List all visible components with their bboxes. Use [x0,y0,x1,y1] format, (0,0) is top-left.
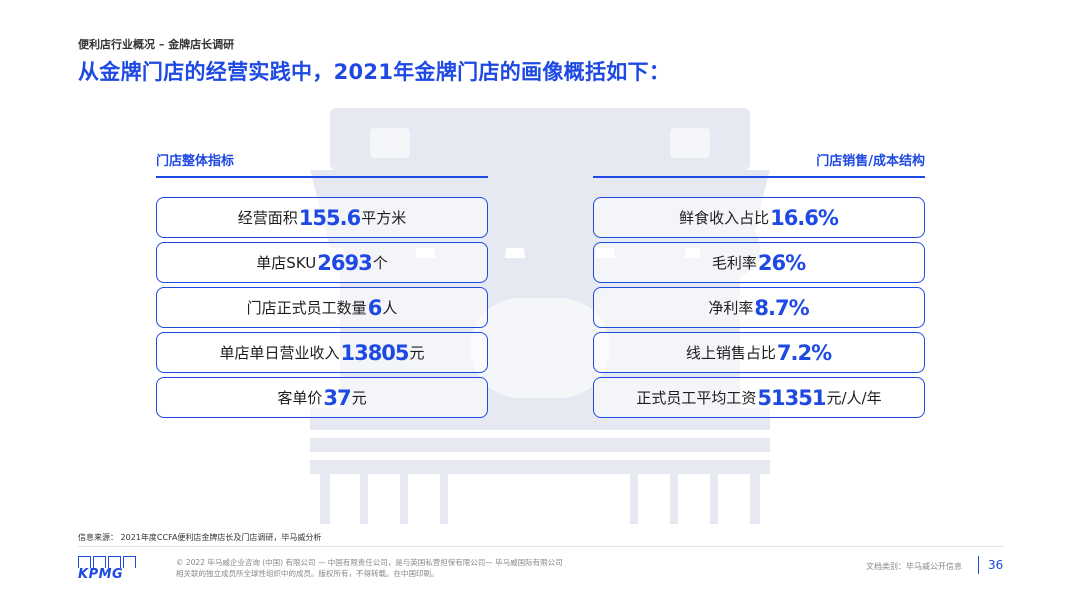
footer-divider [78,546,1004,547]
metric-value: 6 [367,295,383,320]
metric-staff-count: 门店正式员工数量 6 人 [156,287,488,328]
metric-label: 毛利率 [711,254,757,272]
metric-unit: 个 [372,254,388,272]
metric-value: 16.6% [770,205,839,230]
metric-avg-ticket: 客单价 37 元 [156,377,488,418]
metric-daily-revenue: 单店单日营业收入 13805 元 [156,332,488,373]
metric-value: 8.7% [754,295,809,320]
metric-label: 鲜食收入占比 [679,209,770,227]
page-number-divider [978,556,979,574]
metric-fresh-food-share: 鲜食收入占比 16.6% [593,197,925,238]
panel-divider [593,176,925,178]
page-title: 从金牌门店的经营实践中，2021年金牌门店的画像概括如下： [78,60,671,84]
metric-avg-salary: 正式员工平均工资 51351 元/人/年 [593,377,925,418]
metric-store-sku: 单店SKU 2693 个 [156,242,488,283]
metric-unit: 元 [409,344,425,362]
legal-line: © 2022 毕马威企业咨询 (中国) 有限公司 — 中国有限责任公司，是与英国… [176,558,563,567]
metric-value: 7.2% [776,340,832,365]
metric-value: 37 [323,385,351,410]
overall-metrics-panel: 门店整体指标 经营面积 155.6 平方米 单店SKU 2693 个 门店正式员… [156,150,488,422]
page-number: 36 [988,558,1004,572]
metric-unit: 平方米 [361,209,407,227]
metric-label: 客单价 [277,389,323,407]
metric-unit: 元/人/年 [826,389,882,407]
kpmg-logo: KPMG [78,556,138,582]
logo-boxes-icon [78,556,138,568]
legal-line: 相关联的独立成员所全球性组织中的成员。版权所有，不得转载。在中国印刷。 [176,569,439,578]
metric-value: 155.6 [298,205,361,230]
metric-gross-margin: 毛利率 26% [593,242,925,283]
metric-net-margin: 净利率 8.7% [593,287,925,328]
metric-value: 51351 [757,385,826,410]
metric-label: 门店正式员工数量 [246,299,367,317]
metric-label: 单店SKU [256,254,317,272]
logo-text: KPMG [78,567,124,582]
metric-unit: 元 [351,389,367,407]
metric-label: 经营面积 [237,209,298,227]
metric-label: 净利率 [708,299,754,317]
breadcrumb: 便利店行业概况 – 金牌店长调研 [78,38,235,51]
panel-heading-overall: 门店整体指标 [156,154,235,169]
metric-label: 线上销售占比 [685,344,776,362]
metric-unit: 人 [382,299,398,317]
metric-value: 26% [757,250,806,275]
metric-label: 正式员工平均工资 [636,389,757,407]
document-classification: 文档类别：毕马威公开信息 [866,562,962,571]
metric-store-area: 经营面积 155.6 平方米 [156,197,488,238]
source-note: 信息来源： 2021年度CCFA便利店金牌店长及门店调研，毕马威分析 [78,533,322,542]
panel-divider [156,176,488,178]
metric-value: 2693 [317,250,372,275]
legal-notice: © 2022 毕马威企业咨询 (中国) 有限公司 — 中国有限责任公司，是与英国… [176,557,563,579]
metric-value: 13805 [340,340,409,365]
panel-heading-sales-cost: 门店销售/成本结构 [816,154,925,169]
metric-online-sales-share: 线上销售占比 7.2% [593,332,925,373]
metric-label: 单店单日营业收入 [219,344,340,362]
sales-cost-panel: 门店销售/成本结构 鲜食收入占比 16.6% 毛利率 26% 净利率 8.7% … [593,150,925,422]
